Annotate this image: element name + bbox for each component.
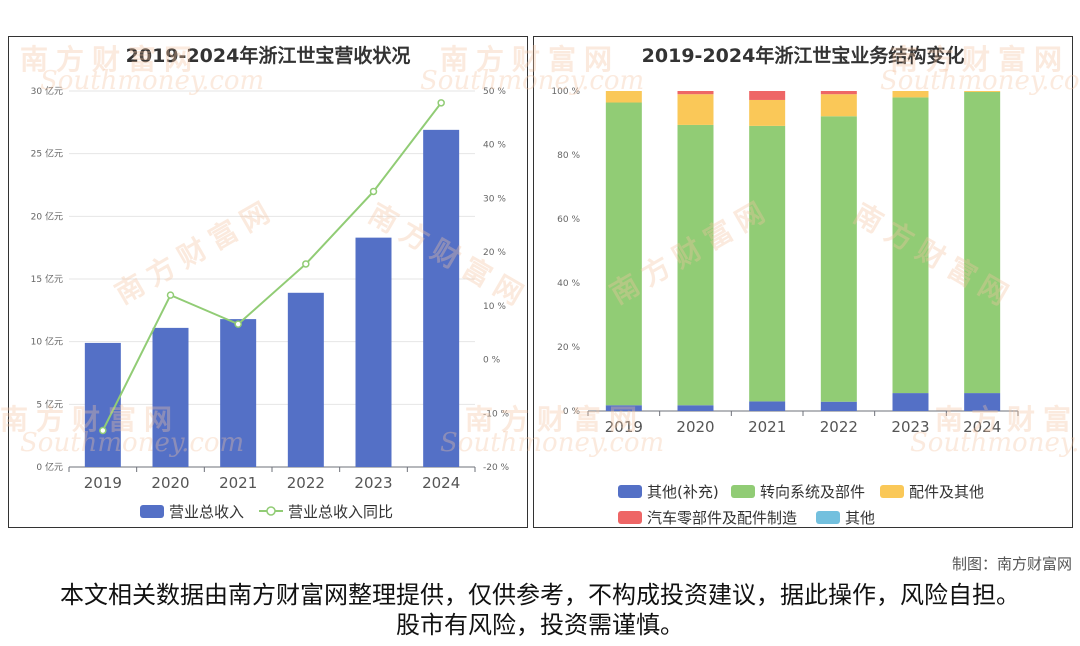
x-tick-label: 2023 (891, 418, 929, 436)
y-right-tick-label: -20 % (483, 463, 510, 473)
y-right-tick-label: 0 % (483, 356, 501, 366)
stacked-bar-segment (605, 405, 642, 411)
stacked-bar-segment (677, 405, 714, 411)
stacked-bar-segment (677, 94, 714, 125)
legend-swatch (618, 511, 642, 524)
stacked-bar-segment (677, 91, 714, 95)
legend-swatch (618, 485, 642, 498)
x-tick-label: 2020 (151, 474, 189, 492)
legend-label: 转向系统及部件 (760, 483, 865, 501)
legend-swatch (731, 485, 755, 498)
stacked-bar-segment (605, 91, 642, 103)
revenue-chart-panel: 0 亿元 5 亿元 10 亿元 15 亿元 20 亿元 25 亿元 30 亿元 -20 % -1… (8, 36, 528, 528)
chart-credit: 制图：南方财富网 (951, 555, 1072, 573)
y-tick-label: 0 % (563, 407, 581, 417)
x-tick-label: 2021 (748, 418, 786, 436)
revenue-chart-title: 2019-2024年浙江世宝营收状况 (125, 45, 411, 67)
stacked-bar-segment (892, 91, 929, 98)
stacked-bar-segment (749, 401, 786, 411)
stacked-bar-segment (892, 97, 929, 394)
revenue-bar (287, 292, 324, 467)
x-tick-label: 2022 (820, 418, 858, 436)
stacked-bar-segment (964, 91, 1001, 92)
x-tick-label: 2022 (287, 474, 325, 492)
stacked-bar-segment (964, 393, 1001, 411)
structure-chart-panel: 0 % 20 % 40 % 60 % 80 % 100 % 2019 2020 2021 2022… (533, 36, 1073, 528)
y-tick-label: 20 % (557, 343, 580, 353)
y-tick-label: 80 % (557, 151, 580, 161)
legend-label-revenue: 营业总收入 (169, 503, 244, 521)
revenue-bar (152, 327, 189, 467)
y-left-tick-label: 0 亿元 (36, 461, 63, 473)
structure-chart-title: 2019-2024年浙江世宝业务结构变化 (641, 45, 965, 67)
y-right-tick-label: 30 % (483, 194, 506, 204)
x-tick-label: 2019 (84, 474, 122, 492)
x-tick-label: 2024 (963, 418, 1001, 436)
stacked-bar-segment (820, 116, 857, 402)
legend-label-yoy: 营业总收入同比 (288, 503, 393, 521)
y-right-tick-label: -10 % (483, 409, 510, 419)
stacked-bar-segment (964, 91, 1001, 394)
x-tick-label: 2024 (422, 474, 460, 492)
legend-marker-yoy (266, 506, 276, 516)
stacked-bar-segment (677, 124, 714, 406)
y-right-tick-label: 20 % (483, 248, 506, 258)
yoy-line (101, 102, 442, 431)
y-tick-label: 100 % (551, 87, 580, 97)
legend-label: 其他(补充) (647, 483, 719, 501)
yoy-point (437, 99, 445, 107)
legend-label: 其他 (845, 509, 875, 527)
y-right-tick-label: 40 % (483, 141, 506, 151)
y-left-tick-label: 20 亿元 (31, 210, 63, 222)
y-left-tick-label: 10 亿元 (31, 336, 63, 348)
legend-swatch (880, 485, 904, 498)
x-tick-label: 2023 (354, 474, 392, 492)
y-right-tick-label: 50 % (483, 87, 506, 97)
x-tick-label: 2020 (676, 418, 714, 436)
yoy-point (99, 426, 107, 435)
yoy-point (166, 291, 175, 299)
legend-swatch (816, 511, 840, 524)
stacked-bar-segment (820, 401, 857, 411)
y-right-tick-label: 10 % (483, 302, 506, 312)
stacked-bar-segment (749, 91, 786, 100)
stacked-bar-segment (820, 91, 857, 95)
stacked-bar-segment (820, 94, 857, 117)
x-tick-label: 2021 (219, 474, 257, 492)
disclaimer-text: 本文相关数据由南方财富网整理提供，仅供参考，不构成投资建议，据此操作，风险自担。… (60, 581, 1020, 639)
y-left-tick-label: 15 亿元 (31, 273, 63, 285)
stacked-bar-segment (749, 125, 786, 402)
y-tick-label: 40 % (557, 279, 580, 289)
legend-swatch-revenue (140, 505, 164, 518)
revenue-bar (220, 319, 257, 467)
revenue-bar (423, 129, 460, 467)
stacked-bar-segment (892, 393, 929, 411)
stacked-bar-segment (605, 102, 642, 406)
x-tick-label: 2019 (605, 418, 643, 436)
stacked-bar-segment (749, 99, 786, 126)
structure-chart-svg: 0 % 20 % 40 % 60 % 80 % 100 % 2019 2020 2021 2022… (551, 87, 1019, 527)
y-tick-label: 60 % (557, 215, 580, 225)
legend-label: 配件及其他 (909, 483, 984, 501)
y-left-tick-label: 30 亿元 (31, 85, 63, 97)
yoy-point (369, 187, 378, 196)
yoy-point (234, 320, 242, 328)
revenue-bar (355, 237, 392, 467)
y-left-tick-label: 5 亿元 (36, 398, 63, 410)
y-left-tick-label: 25 亿元 (31, 148, 63, 160)
yoy-point (302, 260, 310, 268)
revenue-chart-svg: 0 亿元 5 亿元 10 亿元 15 亿元 20 亿元 25 亿元 30 亿元 -20 % -1… (31, 85, 510, 521)
legend-label: 汽车零部件及配件制造 (647, 509, 797, 527)
